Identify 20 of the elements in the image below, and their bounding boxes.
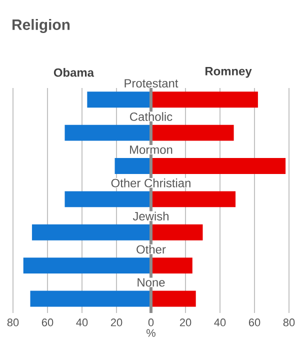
x-tick-label: 0 <box>148 318 154 326</box>
y-tick-label: Mormon <box>130 146 172 154</box>
y-tick-label: Other <box>136 244 166 254</box>
series-label: Obama <box>54 68 94 77</box>
x-axis-title: % <box>146 329 156 337</box>
x-tick-label: 20 <box>110 318 122 326</box>
chart-title: Religion <box>12 19 70 33</box>
x-tick-label: 40 <box>214 318 226 326</box>
y-tick-label: Protestant <box>124 79 178 88</box>
x-tick-label: 80 <box>283 318 295 326</box>
x-tick-label: 80 <box>7 318 19 326</box>
x-tick-label: 60 <box>42 318 54 326</box>
x-tick-label: 40 <box>76 318 88 326</box>
series-label: Romney <box>205 67 252 78</box>
x-tick-label: 20 <box>180 318 192 326</box>
y-tick-label: Jewish <box>132 212 168 220</box>
y-tick-label: Catholic <box>130 112 172 121</box>
y-tick-label: Other Christian <box>111 178 190 188</box>
x-tick-label: 60 <box>248 318 260 326</box>
y-tick-label: None <box>138 278 165 287</box>
